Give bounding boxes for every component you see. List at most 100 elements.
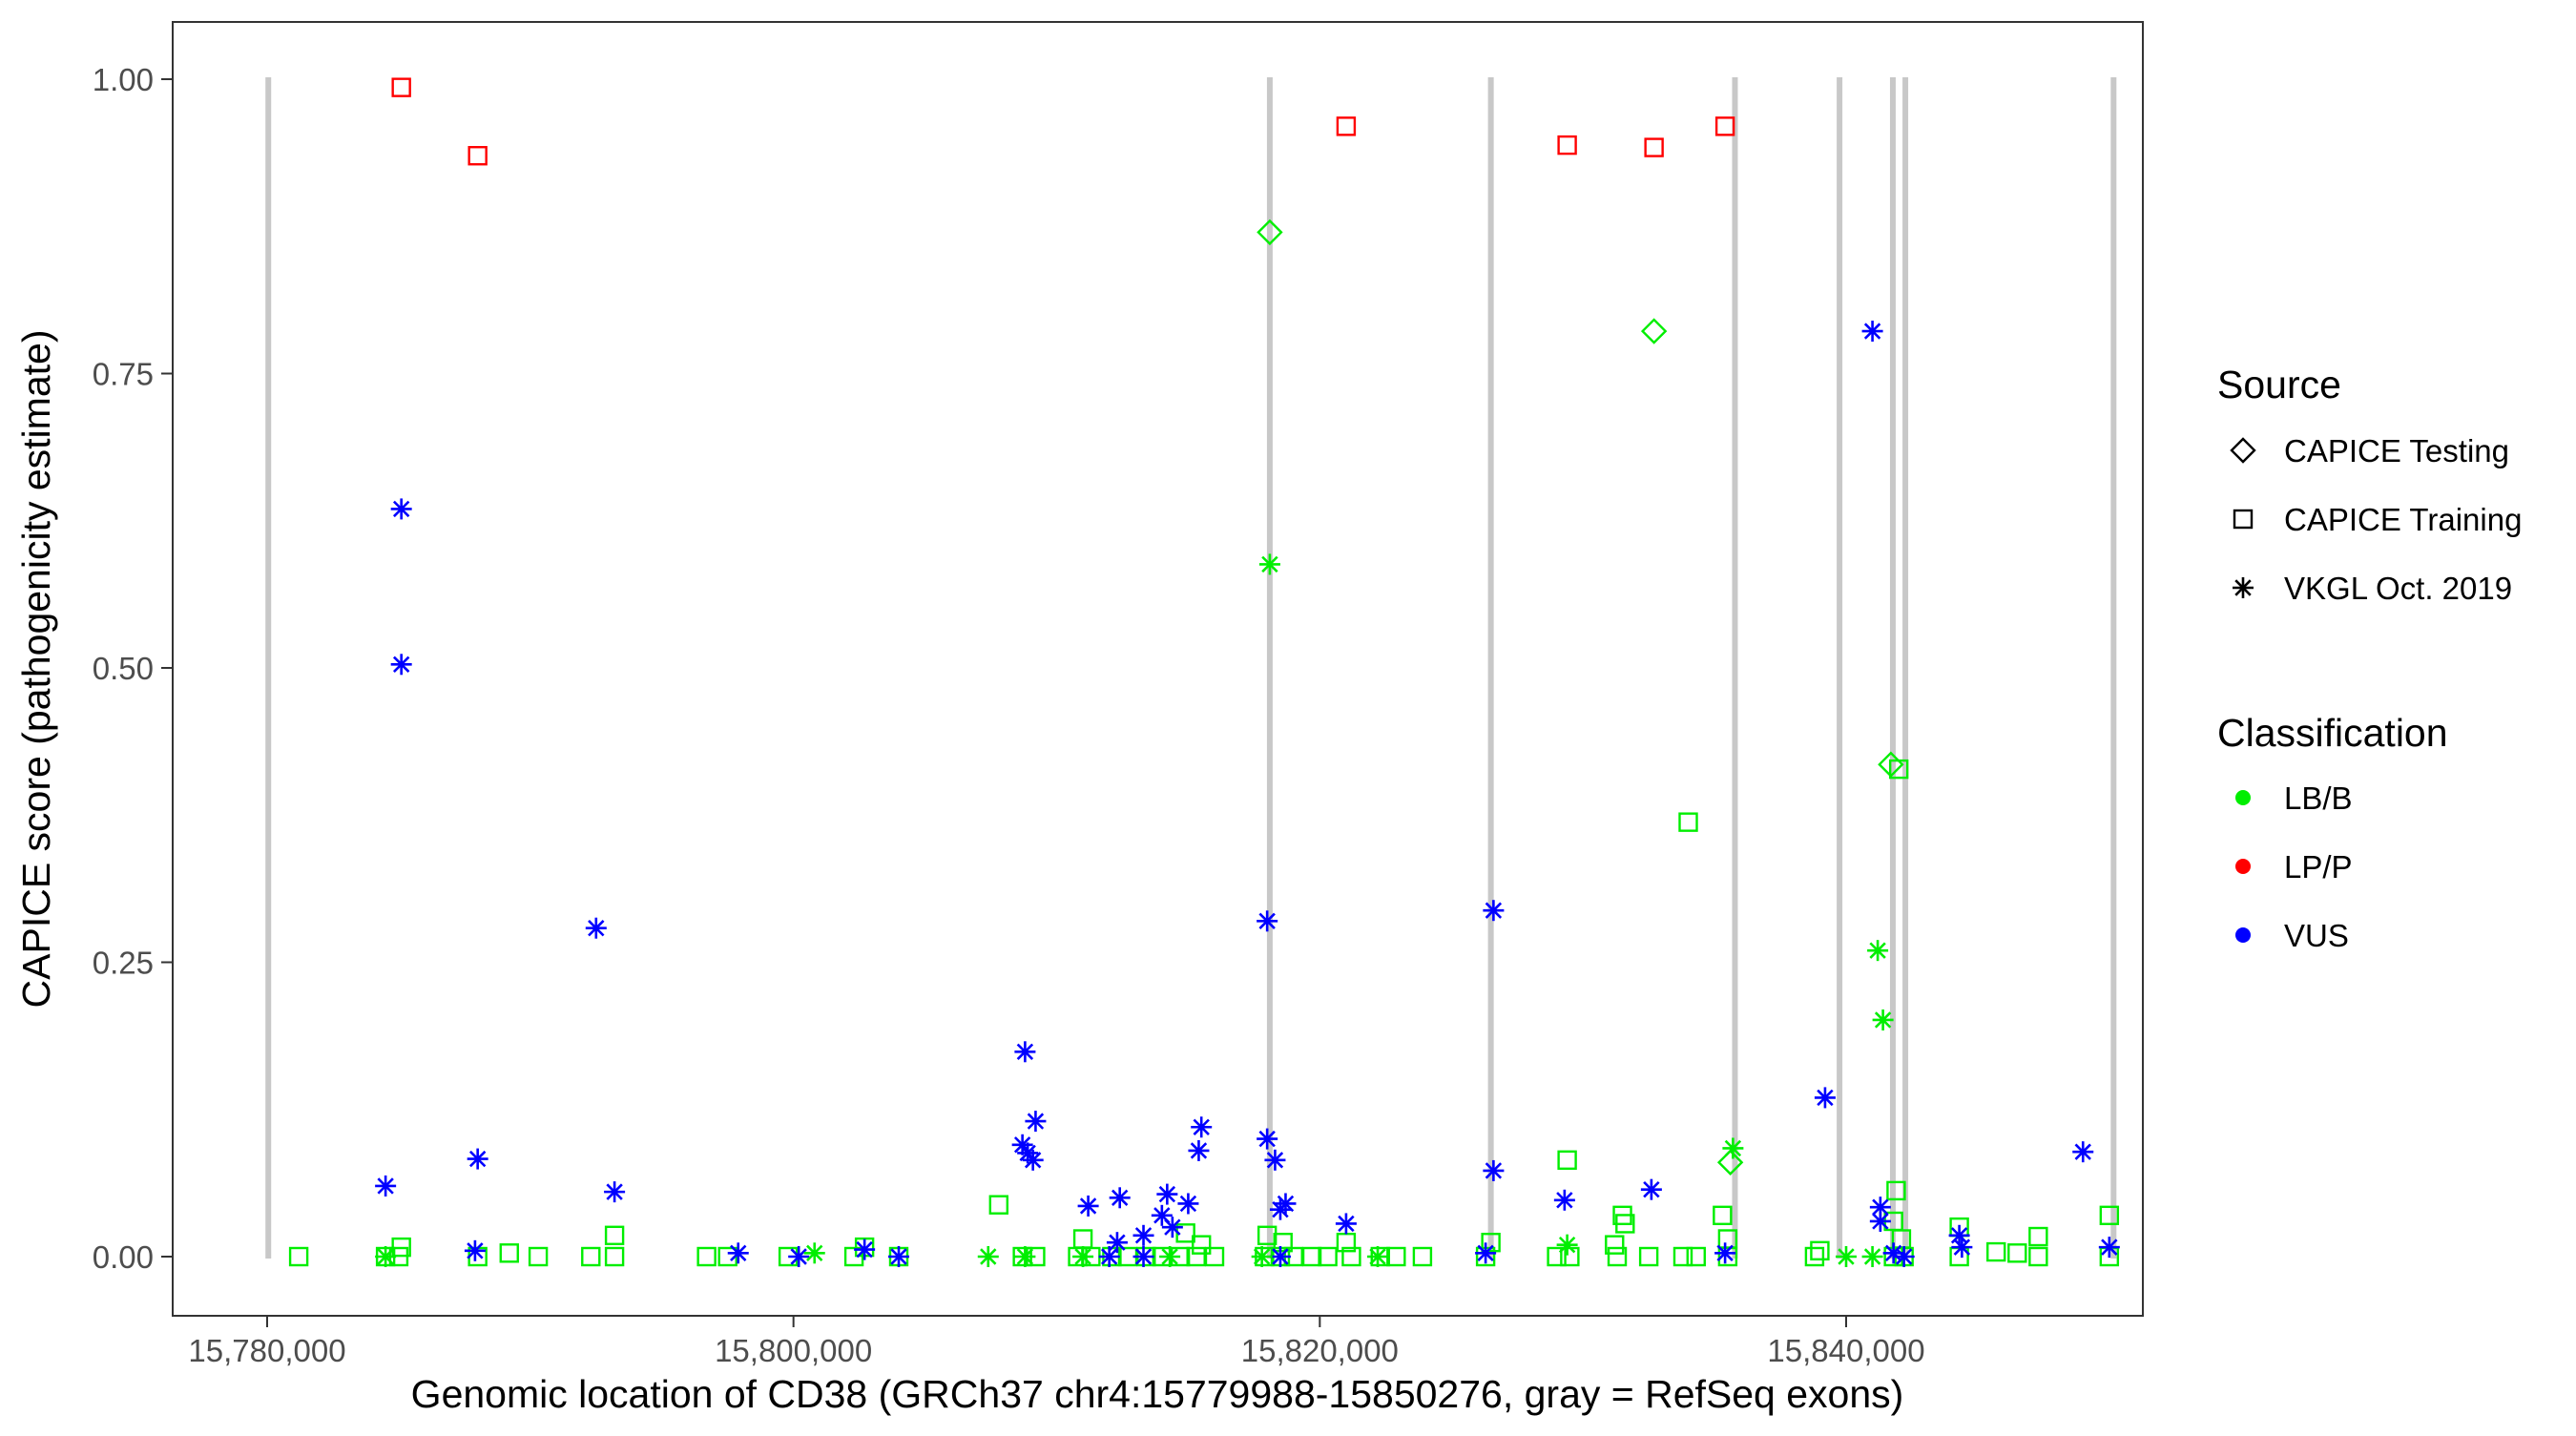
point-vkgl-oct-2019-lb-b bbox=[1258, 553, 1280, 575]
point-vkgl-oct-2019-lb-b bbox=[1872, 1009, 1894, 1030]
point-capice-training-lb-b bbox=[1557, 1150, 1577, 1171]
point-vkgl-oct-2019-lb-b bbox=[1072, 1246, 1094, 1267]
point-capice-training-lb-b bbox=[1810, 1240, 1830, 1261]
point-vkgl-oct-2019-vus bbox=[854, 1238, 876, 1260]
point-vkgl-oct-2019-lb-b bbox=[977, 1246, 999, 1267]
point-vkgl-oct-2019-lb-b bbox=[1836, 1246, 1857, 1267]
point-capice-training-lb-b bbox=[1257, 1225, 1278, 1245]
point-vkgl-oct-2019-vus bbox=[1861, 321, 1883, 343]
point-capice-training-lb-b bbox=[1412, 1246, 1433, 1267]
point-vkgl-oct-2019-vus bbox=[1177, 1193, 1199, 1215]
data-points bbox=[288, 77, 2120, 1267]
point-vkgl-oct-2019-vus bbox=[604, 1181, 626, 1203]
point-vkgl-oct-2019-vus bbox=[1106, 1232, 1128, 1254]
point-capice-testing-lb-b bbox=[1716, 1149, 1744, 1176]
point-capice-training-lb-b bbox=[2028, 1226, 2048, 1247]
legend-label: LP/P bbox=[2284, 849, 2353, 884]
point-capice-training-lp-p bbox=[1714, 116, 1735, 136]
point-vkgl-oct-2019-vus bbox=[2098, 1237, 2120, 1259]
point-capice-training-lb-b bbox=[604, 1246, 625, 1267]
point-vkgl-oct-2019-vus bbox=[1640, 1178, 1662, 1200]
point-capice-training-lb-b bbox=[1804, 1246, 1825, 1267]
point-vkgl-oct-2019-vus bbox=[390, 498, 412, 520]
point-capice-training-lb-b bbox=[1605, 1235, 1625, 1255]
point-vkgl-oct-2019-vus bbox=[464, 1239, 486, 1261]
point-capice-training-lp-p bbox=[467, 146, 488, 166]
point-capice-training-lb-b bbox=[528, 1246, 549, 1267]
point-capice-training-lb-b bbox=[1713, 1205, 1733, 1226]
point-capice-training-lp-p bbox=[1644, 137, 1664, 157]
x-axis-label: Genomic location of CD38 (GRCh37 chr4:15… bbox=[411, 1372, 1904, 1416]
point-capice-training-lb-b bbox=[2007, 1243, 2027, 1263]
point-capice-training-lb-b bbox=[1638, 1246, 1659, 1267]
point-vkgl-oct-2019-lb-b bbox=[1556, 1234, 1578, 1256]
point-vkgl-oct-2019-vus bbox=[1257, 1128, 1278, 1150]
y-tick-label: 0.75 bbox=[93, 357, 154, 392]
legend-source-title: Source bbox=[2217, 363, 2341, 406]
point-vkgl-oct-2019-vus bbox=[585, 917, 607, 939]
point-vkgl-oct-2019-vus bbox=[1191, 1116, 1213, 1138]
point-capice-training-lb-b bbox=[843, 1246, 864, 1267]
legend-key-square-icon bbox=[2233, 509, 2254, 530]
point-vkgl-oct-2019-vus bbox=[1098, 1246, 1120, 1267]
point-vkgl-oct-2019-vus bbox=[1077, 1195, 1099, 1217]
point-vkgl-oct-2019-vus bbox=[1132, 1246, 1154, 1267]
series-vkgl-oct-2019 bbox=[375, 321, 2120, 1267]
point-capice-training-lb-b bbox=[604, 1225, 625, 1245]
legend-item-vus: VUS bbox=[2235, 918, 2349, 953]
y-tick-label: 0.00 bbox=[93, 1239, 154, 1275]
point-vkgl-oct-2019-vus bbox=[390, 654, 412, 676]
y-axis-label: CAPICE score (pathogenicity estimate) bbox=[14, 330, 58, 1009]
point-vkgl-oct-2019-vus bbox=[727, 1242, 749, 1264]
point-vkgl-oct-2019-lb-b bbox=[1867, 940, 1889, 962]
point-capice-training-lb-b bbox=[1686, 1246, 1706, 1267]
point-vkgl-oct-2019-lb-b bbox=[1159, 1246, 1181, 1267]
point-vkgl-oct-2019-vus bbox=[1269, 1246, 1291, 1267]
point-vkgl-oct-2019-lb-b bbox=[1861, 1246, 1883, 1267]
point-vkgl-oct-2019-vus bbox=[1269, 1198, 1291, 1220]
point-vkgl-oct-2019-lb-b bbox=[375, 1246, 397, 1267]
legend-item-vkgl-oct-2019: VKGL Oct. 2019 bbox=[2233, 571, 2512, 606]
point-capice-training-lb-b bbox=[1186, 1246, 1206, 1267]
point-vkgl-oct-2019-vus bbox=[1483, 1159, 1505, 1181]
legend-label: VKGL Oct. 2019 bbox=[2284, 571, 2512, 606]
legend-key-dot-icon bbox=[2235, 927, 2251, 943]
point-vkgl-oct-2019-vus bbox=[1132, 1224, 1154, 1246]
point-capice-training-lp-p bbox=[391, 77, 411, 97]
legend-source-items: CAPICE Testing CAPICE Training VKGL Oct. 2… bbox=[2230, 433, 2522, 606]
point-vkgl-oct-2019-vus bbox=[888, 1246, 909, 1267]
point-vkgl-oct-2019-lb-b bbox=[803, 1242, 825, 1264]
point-capice-training-lb-b bbox=[1886, 1180, 1906, 1201]
point-capice-testing-lb-b bbox=[1257, 219, 1283, 246]
legend-key-dot-icon bbox=[2235, 859, 2251, 874]
point-capice-training-lb-b bbox=[988, 1195, 1009, 1215]
y-tick-label: 0.25 bbox=[93, 946, 154, 981]
point-vkgl-oct-2019-vus bbox=[1188, 1139, 1210, 1161]
point-capice-training-lb-b bbox=[581, 1246, 601, 1267]
point-capice-training-lb-b bbox=[1678, 812, 1698, 832]
point-capice-testing-lb-b bbox=[1878, 751, 1904, 778]
point-capice-training-lb-b bbox=[1717, 1246, 1738, 1267]
legend-label: VUS bbox=[2284, 918, 2349, 953]
point-vkgl-oct-2019-vus bbox=[1025, 1111, 1047, 1133]
point-capice-training-lb-b bbox=[1986, 1241, 2006, 1262]
legend-class-items: LB/B LP/P VUS bbox=[2235, 780, 2353, 953]
point-vkgl-oct-2019-vus bbox=[788, 1246, 810, 1267]
point-vkgl-oct-2019-vus bbox=[1951, 1237, 1973, 1259]
point-vkgl-oct-2019-vus bbox=[1553, 1189, 1575, 1211]
legend-item-lp-p: LP/P bbox=[2235, 849, 2353, 884]
point-capice-training-lb-b bbox=[696, 1246, 717, 1267]
legend-item-capice-training: CAPICE Training bbox=[2233, 502, 2522, 537]
point-capice-training-lb-b bbox=[1481, 1232, 1501, 1253]
point-capice-training-lb-b bbox=[1318, 1246, 1338, 1267]
exon-lines bbox=[265, 77, 2117, 1259]
point-capice-training-lb-b bbox=[1301, 1246, 1322, 1267]
point-capice-training-lb-b bbox=[2028, 1246, 2048, 1267]
legend-label: CAPICE Testing bbox=[2284, 433, 2509, 468]
point-capice-training-lb-b bbox=[1204, 1246, 1225, 1267]
point-capice-testing-lb-b bbox=[1640, 318, 1668, 344]
legend-label: LB/B bbox=[2284, 780, 2353, 816]
legend-item-lb-b: LB/B bbox=[2235, 780, 2353, 816]
